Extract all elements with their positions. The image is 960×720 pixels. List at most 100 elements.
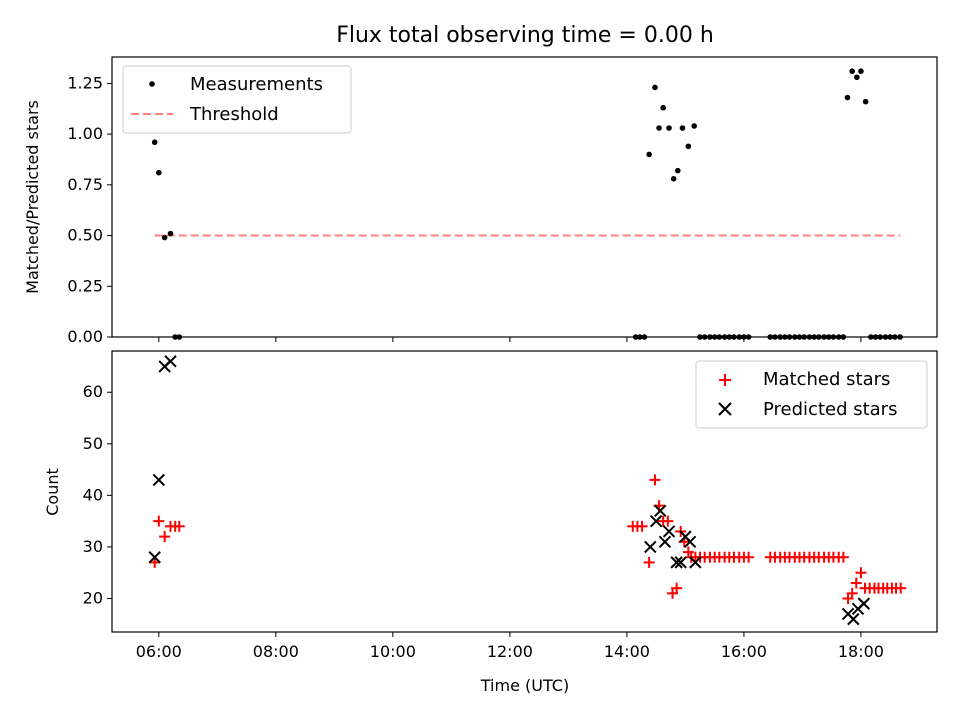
legend-measurements-marker [149, 81, 155, 87]
measurement-point [674, 167, 681, 174]
predicted-star-stroke-b [152, 473, 166, 487]
predicted-star-stroke-b [847, 612, 860, 626]
predicted-star-stroke-b [164, 355, 177, 368]
measurement-point [862, 98, 869, 105]
predicted-star-point [164, 355, 177, 368]
matched-star-point [855, 567, 867, 579]
predicted-star-stroke-b [857, 597, 871, 610]
measurement-point [156, 169, 162, 176]
bottom-plot-area [148, 355, 907, 626]
bottom-panel: Count Time (UTC) 20 30 40 50 60 06:00 08:00 10… [43, 350, 938, 695]
predicted-star-point [658, 535, 672, 548]
top-legend: Measurements Threshold [122, 65, 352, 134]
bottom-legend: Matched stars Predicted stars [695, 360, 928, 429]
matched-star-point [636, 520, 648, 532]
bottom-x-tick-label: 14:00 [604, 642, 650, 661]
top-y-axis-label: Matched/Predicted stars [23, 100, 42, 294]
matched-star-point [153, 515, 165, 527]
matched-star-point [837, 551, 849, 563]
top-y-tick-label: 0.25 [67, 276, 103, 295]
x-axis-label: Time (UTC) [480, 676, 569, 695]
matched-star-point [643, 556, 655, 568]
top-legend-box [122, 65, 352, 134]
predicted-star-point [847, 612, 860, 626]
bottom-x-tick-label: 06:00 [136, 642, 182, 661]
predicted-star-stroke-b [674, 556, 687, 569]
measurement-point [167, 230, 174, 237]
measurement-point [646, 151, 652, 158]
measurement-point [151, 139, 158, 146]
top-y-ticks: 0.00 0.25 0.50 0.75 1.00 1.25 [67, 73, 112, 346]
measurement-point [858, 68, 864, 75]
bottom-y-tick-label: 20 [83, 588, 103, 607]
predicted-star-stroke-b [644, 540, 657, 554]
measurement-point [854, 74, 860, 81]
predicted-star-stroke-b [658, 535, 672, 548]
matched-star-point [149, 556, 161, 568]
top-y-tick-label: 1.00 [67, 124, 103, 143]
top-axes-frame [111, 56, 938, 338]
predicted-star-point [644, 540, 657, 554]
predicted-star-point [674, 556, 687, 569]
measurement-point [652, 84, 658, 91]
bottom-x-tick-label: 18:00 [838, 642, 884, 661]
measurement-point [660, 104, 666, 111]
predicted-star-stroke-b [649, 514, 663, 528]
matched-star-point [671, 582, 683, 594]
measurement-point [691, 123, 697, 129]
matched-star-point [895, 582, 907, 594]
predicted-star-stroke-b [662, 525, 676, 538]
predicted-star-point [662, 525, 676, 538]
predicted-star-point [670, 556, 683, 569]
matched-star-point [649, 474, 661, 486]
bottom-y-tick-label: 60 [83, 382, 103, 401]
predicted-star-stroke-b [689, 556, 702, 569]
top-y-tick-label: 1.25 [67, 73, 103, 92]
matched-star-point [743, 551, 755, 563]
predicted-star-point [148, 551, 161, 564]
top-y-tick-label: 0.50 [67, 226, 103, 245]
predicted-star-stroke-b [654, 504, 667, 518]
chart-title: Flux total observing time = 0.00 h [336, 23, 714, 48]
measurement-point [849, 68, 855, 75]
matched-star-point [846, 587, 858, 599]
matched-star-point [662, 515, 674, 527]
bottom-x-tick-label: 12:00 [487, 642, 533, 661]
measurement-point [656, 125, 662, 131]
bottom-y-tick-label: 40 [83, 485, 103, 504]
bottom-x-ticks: 06:00 08:00 10:00 12:00 14:00 16:00 18:00 [136, 632, 884, 661]
top-panel: Flux total observing time = 0.00 h Match… [23, 23, 938, 346]
measurement-point [666, 125, 672, 131]
predicted-star-point [654, 504, 667, 518]
predicted-star-stroke-b [683, 535, 697, 548]
legend-predicted-marker [718, 402, 732, 416]
bottom-x-tick-label: 10:00 [370, 642, 416, 661]
top-y-tick-label: 0.00 [67, 327, 103, 346]
predicted-star-point [689, 556, 702, 569]
legend-matched-label: Matched stars [763, 369, 890, 390]
bottom-axes-frame [111, 350, 938, 633]
top-y-tick-label: 0.75 [67, 175, 103, 194]
predicted-star-stroke-b [148, 551, 161, 564]
bottom-x-tick-label: 08:00 [253, 642, 299, 661]
bottom-y-axis-label: Count [43, 468, 62, 516]
legend-predicted-label: Predicted stars [763, 399, 897, 420]
predicted-star-point [649, 514, 663, 528]
measurement-point [844, 94, 851, 101]
bottom-x-tick-label: 16:00 [721, 642, 767, 661]
matched-star-point [159, 531, 171, 543]
predicted-star-point [152, 473, 166, 487]
measurement-point [679, 125, 686, 131]
measurement-point [161, 234, 168, 241]
measurement-point [685, 143, 692, 150]
matched-star-point [173, 520, 185, 532]
bottom-y-ticks: 20 30 40 50 60 [83, 382, 112, 607]
predicted-star-point [857, 597, 871, 610]
bottom-y-tick-label: 30 [83, 537, 103, 556]
legend-matched-marker [719, 374, 731, 386]
bottom-legend-box [695, 360, 928, 429]
predicted-star-point [683, 535, 697, 548]
legend-measurements-label: Measurements [190, 74, 323, 95]
measurement-point [670, 175, 677, 182]
